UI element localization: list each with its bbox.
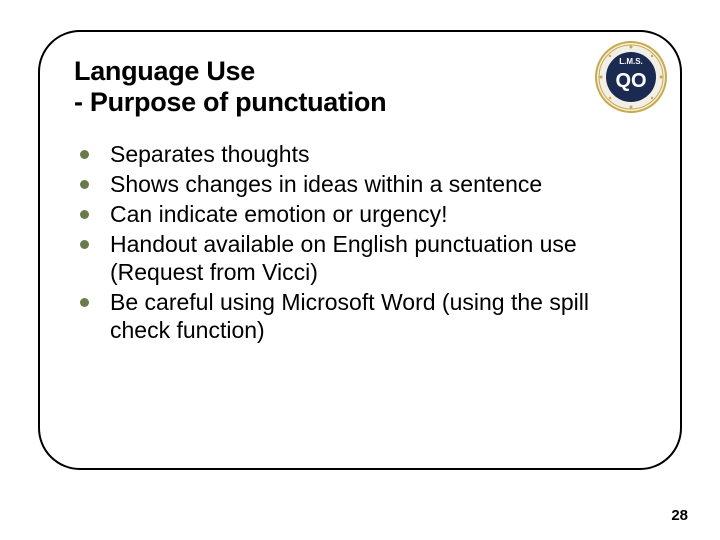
bullet-text: Separates thoughts (110, 141, 309, 167)
title-line-2: - Purpose of punctuation (74, 87, 646, 118)
list-item: Separates thoughts (74, 140, 646, 168)
bullet-list: Separates thoughts Shows changes in idea… (74, 140, 646, 344)
bullet-text: Handout available on English punctuation… (110, 231, 577, 285)
slide-frame: Language Use - Purpose of punctuation Se… (38, 30, 682, 470)
list-item: Can indicate emotion or urgency! (74, 200, 646, 228)
bullet-text: Shows changes in ideas within a sentence (110, 171, 542, 197)
list-item: Be careful using Microsoft Word (using t… (74, 288, 646, 344)
slide-title: Language Use - Purpose of punctuation (74, 56, 646, 118)
list-item: Shows changes in ideas within a sentence (74, 170, 646, 198)
logo-text-main: QO (615, 70, 646, 92)
bullet-text: Be careful using Microsoft Word (using t… (110, 289, 589, 343)
list-item: Handout available on English punctuation… (74, 230, 646, 286)
page-number: 28 (671, 507, 688, 524)
logo-text-top: L.M.S. (619, 57, 643, 66)
title-line-1: Language Use (74, 56, 646, 87)
lms-logo-icon: L.M.S. QO (594, 40, 668, 114)
bullet-text: Can indicate emotion or urgency! (110, 201, 448, 227)
